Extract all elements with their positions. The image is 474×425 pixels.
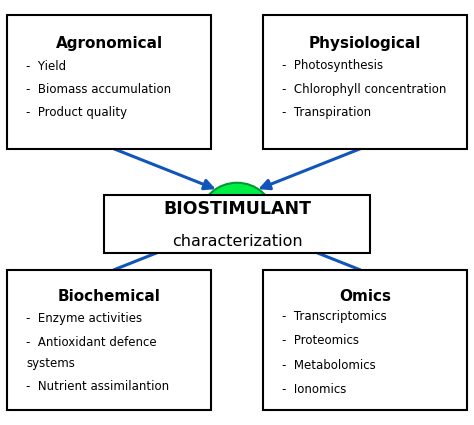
Text: -  Nutrient assimilantion: - Nutrient assimilantion (26, 380, 169, 394)
Text: -  Ionomics: - Ionomics (282, 383, 346, 396)
Text: -  Product quality: - Product quality (26, 106, 127, 119)
Text: Omics: Omics (339, 289, 391, 304)
FancyBboxPatch shape (263, 270, 467, 410)
Text: -  Chlorophyll concentration: - Chlorophyll concentration (282, 83, 447, 96)
FancyBboxPatch shape (7, 270, 211, 410)
Text: Agronomical: Agronomical (55, 36, 163, 51)
Text: -  Biomass accumulation: - Biomass accumulation (26, 83, 171, 96)
Text: systems: systems (26, 357, 75, 370)
Text: -  Transpiration: - Transpiration (282, 106, 371, 119)
Text: -  Enzyme activities: - Enzyme activities (26, 312, 142, 326)
FancyBboxPatch shape (104, 196, 370, 253)
FancyBboxPatch shape (7, 15, 211, 149)
Text: -  Yield: - Yield (26, 60, 66, 73)
Text: Biochemical: Biochemical (57, 289, 161, 304)
FancyBboxPatch shape (263, 15, 467, 149)
Text: -  Antioxidant defence: - Antioxidant defence (26, 336, 157, 349)
Text: -  Transcriptomics: - Transcriptomics (282, 310, 387, 323)
Text: BIOSTIMULANT: BIOSTIMULANT (163, 200, 311, 218)
Text: -  Metabolomics: - Metabolomics (282, 359, 376, 372)
Text: -  Proteomics: - Proteomics (282, 334, 359, 348)
Circle shape (201, 183, 273, 246)
Text: characterization: characterization (172, 234, 302, 249)
Text: -  Photosynthesis: - Photosynthesis (282, 60, 383, 73)
Text: Physiological: Physiological (309, 36, 421, 51)
